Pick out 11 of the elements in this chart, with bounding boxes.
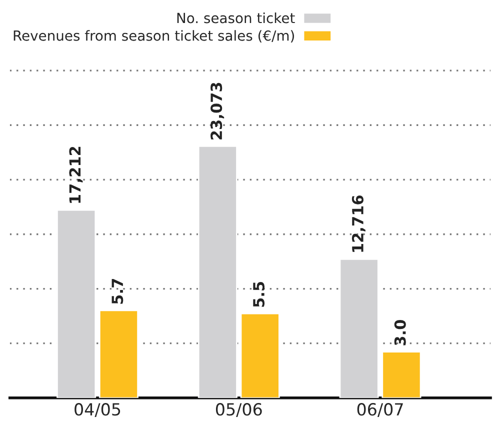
data-label: 5.5 bbox=[253, 282, 265, 307]
x-tick-label: 05/06 bbox=[216, 403, 262, 417]
legend-label: No. season ticket bbox=[177, 12, 295, 24]
legend-label: Revenues from season ticket sales (€/m) bbox=[14, 30, 294, 42]
data-label: 3.0 bbox=[394, 320, 406, 346]
data-label: 23,073 bbox=[210, 82, 224, 140]
data-label: 5.7 bbox=[112, 279, 124, 304]
data-label: 12,716 bbox=[352, 195, 366, 252]
x-tick-label: 06/07 bbox=[357, 403, 403, 417]
x-tick-label: 04/05 bbox=[74, 403, 120, 417]
data-label: 17,212 bbox=[69, 146, 83, 203]
